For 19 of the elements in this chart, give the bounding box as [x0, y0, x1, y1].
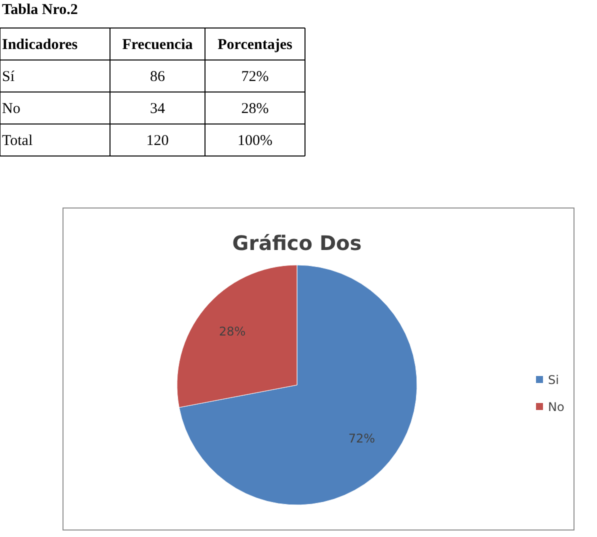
legend-label: No [548, 400, 564, 414]
text: Total [2, 133, 33, 149]
text: Sí [2, 69, 16, 85]
text: Porcentajes [218, 37, 293, 53]
text: 34 [150, 101, 166, 117]
text: 100% [238, 133, 272, 149]
text: Indicadores [2, 37, 78, 53]
text: 86 [150, 69, 166, 85]
text: 28% [241, 101, 269, 117]
text: Tabla Nro.2 [2, 2, 78, 18]
text: Frecuencia [122, 37, 194, 53]
text: 120 [146, 133, 169, 149]
legend-label: Si [548, 373, 559, 387]
chart-title: Gráfico Dos [232, 231, 362, 255]
text: 72% [241, 69, 269, 85]
data-label: 72% [348, 432, 376, 446]
pie-slice [178, 264, 418, 506]
text: No [2, 101, 20, 117]
data-label: 28% [218, 324, 246, 338]
